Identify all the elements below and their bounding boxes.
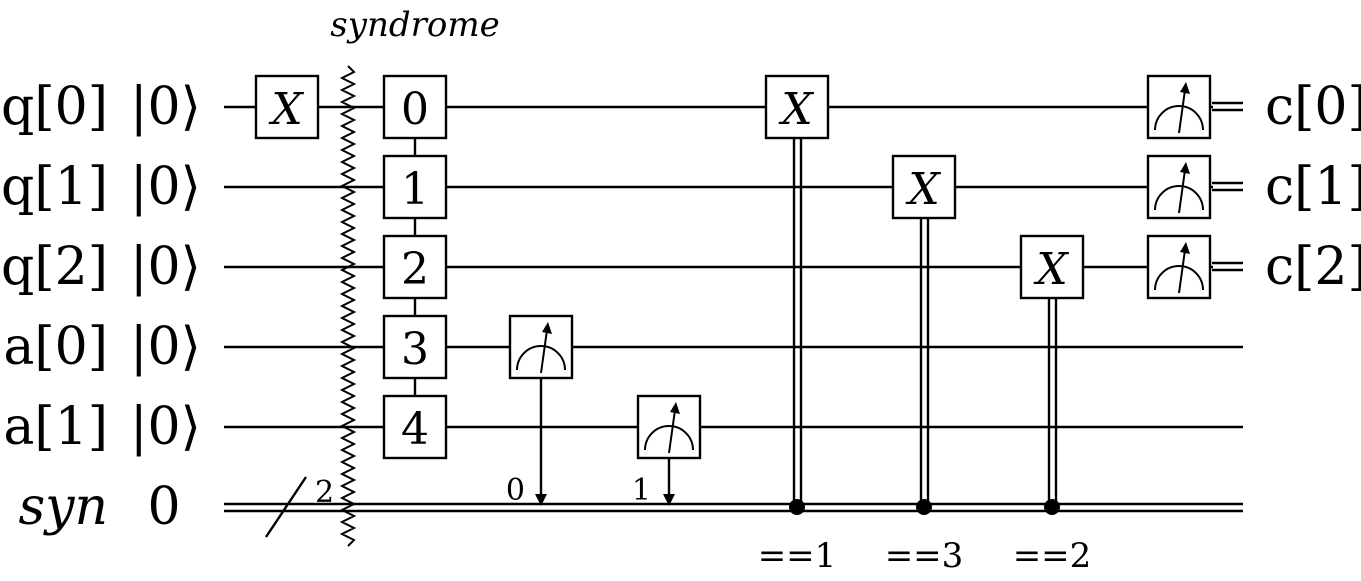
wire-label-a1: a[1]: [3, 397, 108, 457]
output-bit-c2: c[2]: [1265, 237, 1361, 297]
meter-icon: [644, 402, 694, 454]
syndrome-block: 0 1 2 3 4: [382, 74, 448, 460]
barrier: [339, 65, 357, 547]
final-measurement-q0: c[0]: [1146, 74, 1361, 140]
classical-wire: 2: [224, 475, 1243, 538]
meter-icon: [1154, 242, 1204, 294]
block-cell-3: 3: [382, 314, 448, 380]
qubit-wires: [224, 105, 1243, 429]
classical-register-label: syn: [18, 477, 108, 537]
wire-init-a1: |0⟩: [130, 397, 201, 457]
svg-text:4: 4: [401, 404, 429, 455]
final-measurement-q1: c[1]: [1146, 154, 1361, 220]
meter-icon: [1154, 82, 1204, 134]
wire-label-q1: q[1]: [1, 157, 108, 217]
block-cell-1: 1: [382, 154, 448, 220]
svg-text:X: X: [1033, 244, 1069, 295]
wire-init-q2: |0⟩: [130, 237, 201, 297]
svg-text:X: X: [268, 84, 304, 135]
wire-labels: q[0] |0⟩ q[1] |0⟩ q[2] |0⟩ a[0] |0⟩ a[1]…: [1, 77, 201, 537]
conditional-x-q1: X ==3: [885, 154, 964, 576]
final-measurement-q2: c[2]: [1146, 234, 1361, 300]
condition-label: ==1: [758, 536, 837, 576]
conditional-x-q0: X ==1: [758, 74, 837, 576]
block-cell-2: 2: [382, 234, 448, 300]
control-dot: [1044, 499, 1060, 515]
output-bit-c1: c[1]: [1265, 157, 1361, 217]
control-dot: [916, 499, 932, 515]
measurement-bit-0: 0: [506, 473, 525, 508]
svg-text:0: 0: [401, 84, 429, 135]
control-dot: [789, 499, 805, 515]
svg-text:3: 3: [401, 324, 429, 375]
meter-icon: [516, 322, 566, 374]
barrier-label: syndrome: [330, 5, 499, 45]
wire-init-q1: |0⟩: [130, 157, 201, 217]
measurement-bit-1: 1: [632, 473, 651, 508]
classical-register-init: 0: [147, 477, 180, 537]
x-gate-q0-initial: X: [254, 74, 320, 140]
wire-init-a0: |0⟩: [130, 317, 201, 377]
wire-label-q2: q[2]: [1, 237, 108, 297]
svg-text:1: 1: [401, 164, 429, 215]
wire-init-q0: |0⟩: [130, 77, 201, 137]
meter-icon: [1154, 162, 1204, 214]
wire-label-q0: q[0]: [1, 77, 108, 137]
measurement-a1: 1: [632, 394, 702, 508]
register-width-slash: [265, 476, 307, 538]
condition-label: ==2: [1013, 536, 1092, 576]
svg-text:X: X: [778, 84, 814, 135]
svg-text:X: X: [905, 164, 941, 215]
conditional-x-q2: X ==2: [1013, 234, 1092, 576]
block-cell-4: 4: [382, 394, 448, 460]
svg-text:2: 2: [401, 244, 429, 295]
register-width-label: 2: [315, 475, 334, 510]
output-bit-c0: c[0]: [1265, 77, 1361, 137]
measurement-a0: 0: [506, 314, 574, 508]
condition-label: ==3: [885, 536, 964, 576]
wire-label-a0: a[0]: [3, 317, 108, 377]
block-cell-0: 0: [382, 74, 448, 140]
